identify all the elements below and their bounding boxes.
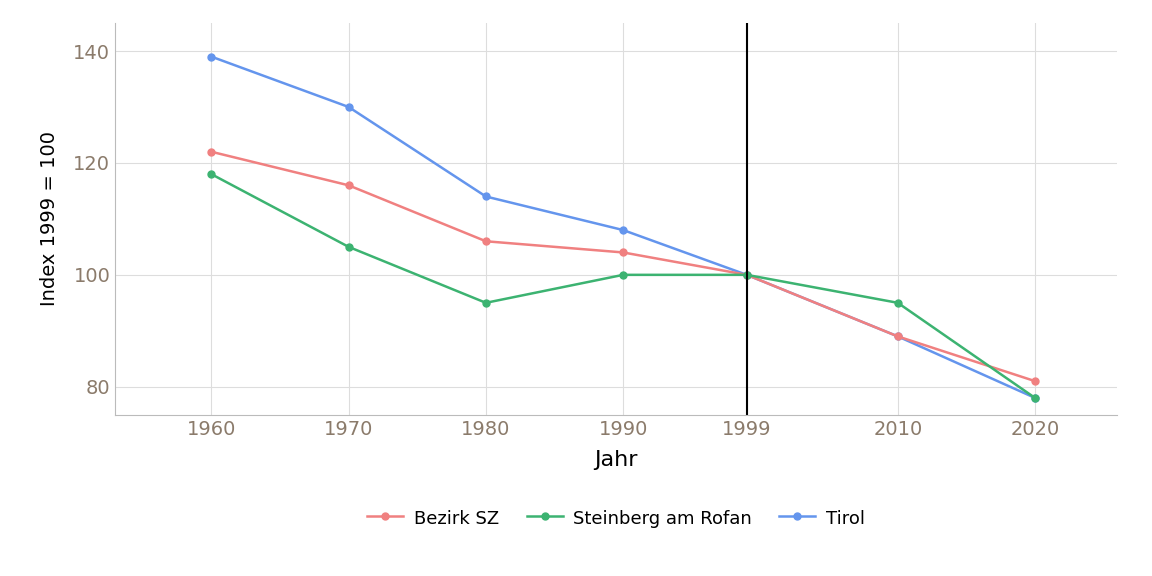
Y-axis label: Index 1999 = 100: Index 1999 = 100	[40, 131, 60, 306]
Steinberg am Rofan	[479, 300, 493, 306]
Tirol	[342, 104, 356, 111]
Bezirk SZ	[616, 249, 630, 256]
Bezirk SZ	[890, 333, 904, 340]
Legend: Bezirk SZ, Steinberg am Rofan, Tirol: Bezirk SZ, Steinberg am Rofan, Tirol	[361, 502, 872, 535]
Bezirk SZ	[342, 182, 356, 189]
Bezirk SZ	[1028, 378, 1041, 385]
Tirol	[1028, 395, 1041, 401]
Tirol	[479, 193, 493, 200]
Bezirk SZ	[740, 271, 753, 278]
Steinberg am Rofan	[342, 244, 356, 251]
Steinberg am Rofan	[616, 271, 630, 278]
Tirol	[740, 271, 753, 278]
Tirol	[616, 226, 630, 233]
Tirol	[204, 53, 218, 60]
Line: Bezirk SZ: Bezirk SZ	[207, 148, 1039, 385]
X-axis label: Jahr: Jahr	[594, 450, 638, 469]
Steinberg am Rofan	[740, 271, 753, 278]
Steinberg am Rofan	[1028, 395, 1041, 401]
Steinberg am Rofan	[204, 170, 218, 177]
Bezirk SZ	[204, 148, 218, 155]
Steinberg am Rofan	[890, 300, 904, 306]
Tirol	[890, 333, 904, 340]
Line: Steinberg am Rofan: Steinberg am Rofan	[207, 170, 1039, 401]
Line: Tirol: Tirol	[207, 53, 1039, 401]
Bezirk SZ	[479, 238, 493, 245]
